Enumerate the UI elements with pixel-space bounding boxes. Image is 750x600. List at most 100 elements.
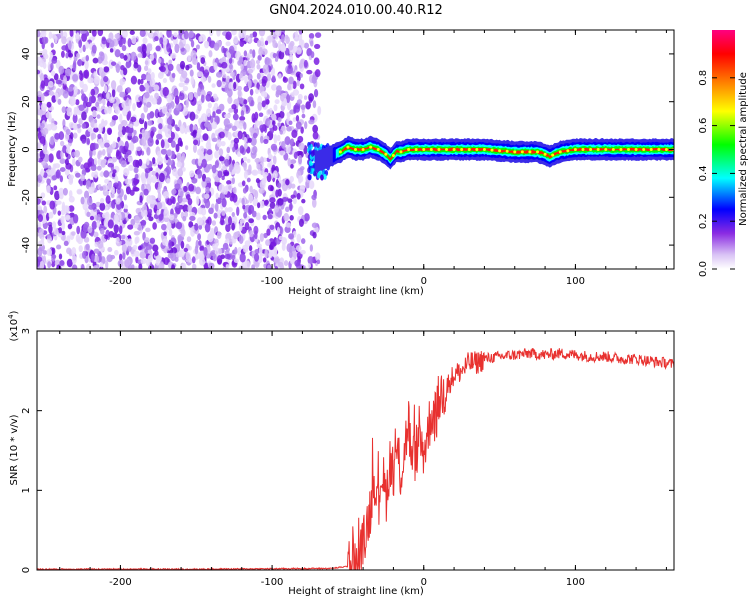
- noise-blob: [258, 187, 265, 194]
- noise-blob: [241, 197, 245, 206]
- noise-blob: [139, 195, 143, 203]
- noise-blob: [119, 78, 126, 85]
- noise-blob: [251, 169, 259, 176]
- noise-blob: [86, 211, 91, 218]
- noise-blob: [127, 38, 132, 48]
- noise-blob: [99, 262, 104, 268]
- noise-blob: [229, 195, 234, 202]
- noise-blob: [228, 185, 232, 190]
- noise-blob: [140, 86, 146, 92]
- ridge-peak: [520, 150, 524, 154]
- noise-blob: [166, 94, 173, 103]
- noise-blob: [37, 131, 42, 141]
- noise-blob: [174, 95, 180, 105]
- noise-blob: [269, 197, 276, 204]
- snr-xtick-label: 0: [421, 577, 427, 588]
- noise-blob: [48, 90, 55, 96]
- noise-blob: [78, 39, 83, 49]
- noise-blob: [196, 62, 201, 71]
- noise-blob: [286, 94, 291, 104]
- noise-blob: [141, 137, 147, 147]
- noise-blob: [300, 39, 305, 49]
- noise-blob: [137, 53, 143, 58]
- noise-blob: [262, 257, 267, 263]
- noise-blob: [42, 144, 47, 155]
- noise-blob: [190, 76, 195, 86]
- noise-blob: [121, 30, 128, 39]
- noise-blob: [248, 193, 254, 203]
- noise-blob: [238, 56, 244, 65]
- noise-blob: [178, 92, 185, 101]
- noise-blob: [61, 36, 67, 45]
- noise-blob: [103, 84, 108, 94]
- noise-blob: [185, 64, 190, 71]
- noise-blob: [91, 171, 95, 178]
- noise-blob: [129, 123, 133, 128]
- noise-blob: [62, 75, 68, 85]
- snr-multiplier: (x104): [7, 310, 20, 341]
- noise-blob: [228, 107, 234, 113]
- noise-blob: [105, 260, 109, 269]
- noise-blob: [273, 246, 278, 255]
- noise-blob: [284, 206, 290, 213]
- noise-blob: [156, 209, 160, 216]
- noise-blob: [88, 96, 94, 105]
- noise-blob: [156, 155, 163, 166]
- noise-blob: [286, 243, 293, 253]
- noise-blob: [72, 113, 78, 124]
- noise-blob: [48, 211, 54, 219]
- noise-blob: [276, 85, 282, 93]
- noise-blob: [71, 231, 76, 236]
- noise-blob: [225, 238, 230, 244]
- noise-blob: [85, 54, 89, 62]
- colorbar-tick-label: 0.2: [698, 213, 709, 229]
- noise-blob: [138, 133, 143, 139]
- noise-blob: [59, 140, 65, 147]
- noise-blob: [77, 58, 83, 67]
- noise-blob: [275, 30, 280, 36]
- noise-blob: [111, 115, 119, 121]
- figure-title: GN04.2024.010.00.40.R12: [269, 3, 443, 18]
- noise-blob: [71, 97, 76, 106]
- noise-blob: [65, 52, 69, 59]
- noise-blob: [61, 45, 68, 51]
- noise-blob: [133, 61, 139, 69]
- noise-blob: [170, 140, 176, 148]
- noise-blob: [224, 113, 231, 119]
- noise-blob: [218, 131, 225, 139]
- noise-blob: [300, 238, 306, 245]
- noise-blob: [220, 215, 225, 226]
- noise-blob: [300, 126, 304, 134]
- noise-blob: [267, 162, 271, 168]
- noise-blob: [60, 215, 65, 225]
- noise-blob: [314, 69, 321, 78]
- spectrogram-ytick-label: 20: [21, 95, 32, 108]
- noise-blob: [300, 104, 306, 110]
- noise-blob: [62, 187, 68, 196]
- noise-blob: [243, 85, 250, 92]
- noise-blob: [41, 30, 45, 36]
- noise-blob: [99, 186, 104, 191]
- ridge-band: [314, 135, 674, 173]
- noise-blob: [267, 213, 273, 220]
- noise-blob: [47, 261, 52, 269]
- noise-blob: [72, 74, 79, 82]
- ridge-peak: [346, 145, 350, 149]
- noise-blob: [259, 135, 264, 144]
- noise-blob: [204, 199, 211, 209]
- noise-blob: [189, 111, 196, 121]
- noise-blob: [277, 182, 282, 189]
- noise-blob: [197, 233, 202, 241]
- noise-blob: [173, 32, 178, 38]
- noise-blob: [99, 197, 105, 204]
- noise-blob: [166, 30, 172, 38]
- noise-blob: [289, 175, 294, 183]
- noise-blob: [130, 75, 138, 85]
- noise-blob: [86, 137, 91, 145]
- noise-blob: [83, 236, 90, 243]
- noise-blob: [216, 79, 222, 88]
- noise-blob: [59, 175, 64, 183]
- noise-blob: [268, 251, 273, 259]
- noise-blob: [112, 141, 117, 149]
- noise-blob: [187, 54, 192, 62]
